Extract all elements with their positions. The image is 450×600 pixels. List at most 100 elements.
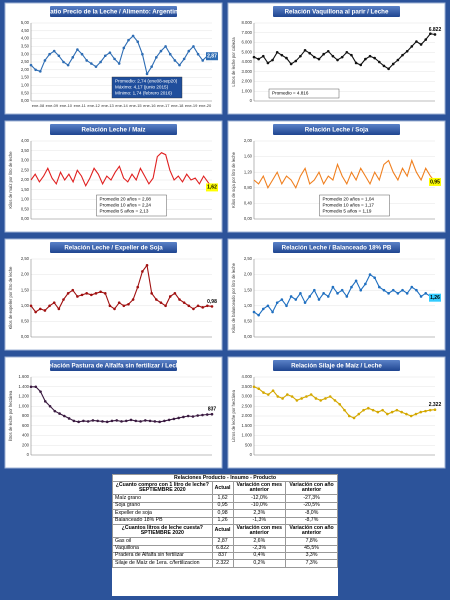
data-point: [141, 270, 144, 273]
title-bar: [273, 242, 400, 253]
y-tick-label: 6.000: [242, 40, 253, 45]
data-point: [196, 304, 200, 308]
data-point: [364, 282, 367, 286]
data-point: [401, 288, 404, 292]
y-tick-label: 0,50: [21, 206, 30, 211]
table-cell: Variación con año anterior: [285, 481, 338, 496]
data-point: [367, 406, 370, 410]
data-point: [415, 288, 418, 292]
table-cell: Actual: [211, 481, 234, 496]
data-point: [82, 419, 85, 423]
table-cell: -27,3%: [285, 494, 338, 503]
data-point: [129, 418, 133, 422]
annotation-text: Promedio 10 años = 1,17: [323, 203, 375, 208]
annotation-text: Promedio = 4.816: [272, 91, 309, 96]
data-point: [381, 408, 384, 412]
data-point: [405, 292, 409, 295]
table-cell: -2,3%: [232, 544, 287, 554]
data-point: [34, 385, 38, 389]
data-point: [90, 62, 93, 65]
data-point: [117, 301, 121, 304]
data-point: [328, 395, 332, 398]
y-tick-label: 3.000: [242, 394, 253, 399]
data-point: [294, 59, 298, 63]
data-point: [390, 410, 394, 414]
data-point: [387, 292, 390, 295]
data-point: [433, 33, 437, 36]
y-tick-label: 2,00: [21, 177, 30, 182]
data-point: [336, 292, 339, 295]
table-cell: Variación con mes anterior: [232, 524, 287, 539]
y-tick-label: 2,00: [21, 272, 30, 277]
y-tick-label: 2.000: [242, 413, 253, 418]
data-point: [387, 67, 390, 71]
data-point: [368, 273, 372, 276]
data-point: [261, 307, 265, 311]
data-point: [141, 52, 144, 56]
series-line: [30, 152, 213, 188]
y-axis-label: Kilos de soja por litro de leche: [231, 151, 236, 208]
chart-panel: [227, 238, 446, 351]
data-point: [317, 57, 321, 61]
data-point: [182, 57, 186, 61]
chart-panel: [227, 356, 446, 469]
chart-panel: [4, 238, 223, 351]
table-cell: -20,5%: [285, 501, 338, 511]
data-point: [409, 414, 413, 418]
y-axis-label: Kilos de balanceado por litro de leche: [231, 262, 236, 333]
data-point: [410, 285, 414, 289]
data-point: [120, 420, 123, 423]
data-point: [99, 60, 102, 64]
data-point: [136, 40, 140, 44]
data-point: [359, 63, 363, 67]
data-point: [354, 279, 358, 283]
data-point: [289, 295, 293, 298]
y-tick-label: 1,20: [244, 169, 253, 174]
annotation-box: [111, 76, 183, 99]
data-point: [67, 417, 71, 420]
y-axis-label: Litros de leche por hectárea: [231, 389, 236, 442]
chart-title: Ratio Precio de la Leche / Alimento: Arg…: [46, 8, 182, 15]
table-cell: -8,7%: [285, 516, 338, 526]
data-point: [113, 307, 116, 311]
data-point: [43, 400, 47, 403]
data-point: [378, 60, 381, 64]
data-point: [285, 56, 288, 60]
y-tick-label: 0,00: [21, 334, 30, 339]
data-point: [371, 408, 375, 412]
data-point: [405, 412, 408, 416]
table-row: Soja grano 0,95 -10,0% -20,5%: [112, 501, 338, 511]
data-point: [262, 391, 265, 394]
data-point: [271, 58, 274, 62]
data-point: [424, 38, 428, 41]
data-point: [124, 419, 128, 423]
data-point: [303, 301, 307, 304]
y-tick-label: 4.000: [242, 59, 253, 64]
y-tick-label: 600: [22, 423, 30, 428]
table-cell: 2,87: [211, 537, 234, 546]
data-point: [192, 45, 195, 48]
data-point: [433, 408, 437, 412]
table-cell: 2,6%: [232, 537, 287, 546]
data-point: [29, 63, 33, 67]
y-tick-label: 0,00: [244, 216, 253, 221]
table-cell: 3,3%: [285, 551, 338, 561]
data-point: [271, 310, 274, 314]
data-point: [178, 63, 181, 67]
y-tick-label: 0,00: [244, 334, 253, 339]
data-label: 0,98: [207, 299, 217, 305]
data-point: [352, 416, 356, 420]
y-tick-label: 0,50: [21, 90, 30, 95]
y-tick-label: 1,60: [244, 154, 253, 159]
data-point: [410, 45, 414, 48]
data-label: 2,87: [207, 54, 217, 60]
table-cell: -1,3%: [232, 516, 287, 526]
data-point: [127, 302, 130, 306]
data-point: [34, 68, 37, 72]
data-point: [252, 310, 256, 314]
series-line: [253, 273, 436, 316]
data-point: [91, 419, 95, 422]
data-point: [86, 420, 90, 423]
data-point: [386, 412, 389, 416]
data-point: [131, 298, 135, 301]
